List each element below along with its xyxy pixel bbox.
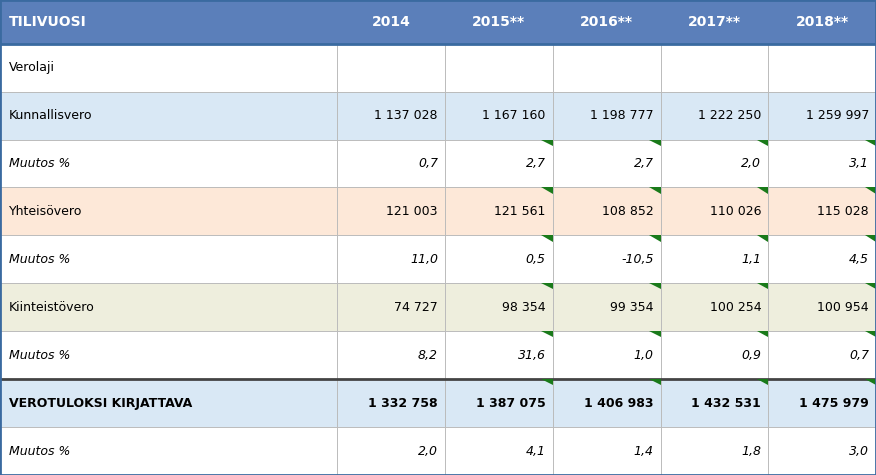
Text: 1 406 983: 1 406 983 xyxy=(584,397,653,409)
Polygon shape xyxy=(649,188,661,194)
Bar xyxy=(0,236,876,283)
Text: 1,4: 1,4 xyxy=(633,445,653,457)
Text: 1,0: 1,0 xyxy=(633,349,653,361)
Text: 2018**: 2018** xyxy=(795,15,849,29)
Polygon shape xyxy=(541,236,553,242)
Text: 2,7: 2,7 xyxy=(633,157,653,170)
Text: 1 259 997: 1 259 997 xyxy=(806,109,869,122)
Polygon shape xyxy=(865,188,876,194)
Text: 2,0: 2,0 xyxy=(418,445,438,457)
Polygon shape xyxy=(865,140,876,146)
Text: 2,7: 2,7 xyxy=(526,157,546,170)
Text: 98 354: 98 354 xyxy=(502,301,546,314)
Text: 110 026: 110 026 xyxy=(710,205,761,218)
Text: 99 354: 99 354 xyxy=(610,301,653,314)
Polygon shape xyxy=(649,236,661,242)
Text: 100 954: 100 954 xyxy=(817,301,869,314)
Polygon shape xyxy=(865,331,876,337)
Polygon shape xyxy=(865,236,876,242)
Text: 2015**: 2015** xyxy=(472,15,526,29)
Text: 1 432 531: 1 432 531 xyxy=(691,397,761,409)
Polygon shape xyxy=(757,188,768,194)
Bar xyxy=(0,92,876,140)
Text: 108 852: 108 852 xyxy=(602,205,653,218)
Bar xyxy=(0,188,876,236)
Text: Verolaji: Verolaji xyxy=(9,61,55,74)
Text: 0,9: 0,9 xyxy=(741,349,761,361)
Text: 4,5: 4,5 xyxy=(849,253,869,266)
Text: 31,6: 31,6 xyxy=(518,349,546,361)
Text: 1 332 758: 1 332 758 xyxy=(369,397,438,409)
Text: Kiinteistövero: Kiinteistövero xyxy=(9,301,95,314)
Text: 121 561: 121 561 xyxy=(494,205,546,218)
Text: 2016**: 2016** xyxy=(580,15,633,29)
Polygon shape xyxy=(541,283,553,289)
Text: 1,8: 1,8 xyxy=(741,445,761,457)
Text: Muutos %: Muutos % xyxy=(9,445,70,457)
Bar xyxy=(0,283,876,331)
Text: 1 198 777: 1 198 777 xyxy=(590,109,653,122)
Polygon shape xyxy=(865,283,876,289)
Bar xyxy=(0,379,876,427)
Text: Yhteisövero: Yhteisövero xyxy=(9,205,82,218)
Text: 8,2: 8,2 xyxy=(418,349,438,361)
Text: 74 727: 74 727 xyxy=(394,301,438,314)
Polygon shape xyxy=(649,331,661,337)
Polygon shape xyxy=(541,379,553,385)
Text: 100 254: 100 254 xyxy=(710,301,761,314)
Text: 4,1: 4,1 xyxy=(526,445,546,457)
Text: 2017**: 2017** xyxy=(688,15,741,29)
Text: 3,1: 3,1 xyxy=(849,157,869,170)
Bar xyxy=(0,140,876,188)
Bar xyxy=(0,0,876,44)
Text: -10,5: -10,5 xyxy=(621,253,653,266)
Text: 0,7: 0,7 xyxy=(849,349,869,361)
Text: 0,7: 0,7 xyxy=(418,157,438,170)
Polygon shape xyxy=(649,283,661,289)
Text: 1 475 979: 1 475 979 xyxy=(799,397,869,409)
Text: 1 137 028: 1 137 028 xyxy=(375,109,438,122)
Text: 1 167 160: 1 167 160 xyxy=(483,109,546,122)
Bar xyxy=(0,427,876,475)
Text: 121 003: 121 003 xyxy=(386,205,438,218)
Text: Muutos %: Muutos % xyxy=(9,349,70,361)
Polygon shape xyxy=(865,379,876,385)
Polygon shape xyxy=(757,331,768,337)
Polygon shape xyxy=(757,379,768,385)
Text: Kunnallisvero: Kunnallisvero xyxy=(9,109,92,122)
Bar xyxy=(0,44,876,92)
Text: 2,0: 2,0 xyxy=(741,157,761,170)
Polygon shape xyxy=(649,140,661,146)
Text: 3,0: 3,0 xyxy=(849,445,869,457)
Text: TILIVUOSI: TILIVUOSI xyxy=(9,15,87,29)
Text: 1,1: 1,1 xyxy=(741,253,761,266)
Polygon shape xyxy=(757,283,768,289)
Polygon shape xyxy=(757,140,768,146)
Text: VEROTULOKSI KIRJATTAVA: VEROTULOKSI KIRJATTAVA xyxy=(9,397,192,409)
Text: Muutos %: Muutos % xyxy=(9,157,70,170)
Bar xyxy=(0,331,876,379)
Text: 0,5: 0,5 xyxy=(526,253,546,266)
Text: Muutos %: Muutos % xyxy=(9,253,70,266)
Polygon shape xyxy=(757,236,768,242)
Text: 2014: 2014 xyxy=(371,15,411,29)
Polygon shape xyxy=(541,331,553,337)
Polygon shape xyxy=(541,140,553,146)
Polygon shape xyxy=(541,188,553,194)
Text: 1 222 250: 1 222 250 xyxy=(698,109,761,122)
Text: 11,0: 11,0 xyxy=(410,253,438,266)
Text: 1 387 075: 1 387 075 xyxy=(476,397,546,409)
Text: 115 028: 115 028 xyxy=(817,205,869,218)
Polygon shape xyxy=(649,379,661,385)
